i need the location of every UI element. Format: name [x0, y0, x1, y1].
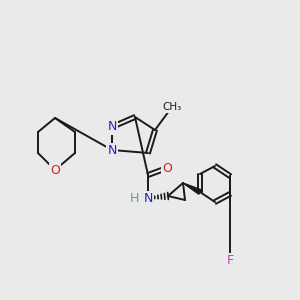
Text: N: N — [107, 143, 117, 157]
Text: N: N — [107, 121, 117, 134]
Text: CH₃: CH₃ — [162, 102, 182, 112]
Text: O: O — [50, 164, 60, 176]
Text: H: H — [129, 191, 139, 205]
Polygon shape — [183, 183, 201, 194]
Text: O: O — [162, 161, 172, 175]
Text: N: N — [143, 191, 153, 205]
Text: F: F — [226, 254, 234, 266]
